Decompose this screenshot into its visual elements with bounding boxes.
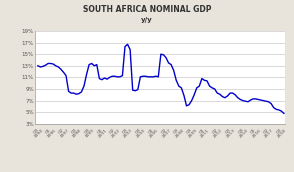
Text: SOUTH AFRICA NOMINAL GDP: SOUTH AFRICA NOMINAL GDP (83, 5, 211, 14)
Text: y/y: y/y (141, 17, 153, 23)
